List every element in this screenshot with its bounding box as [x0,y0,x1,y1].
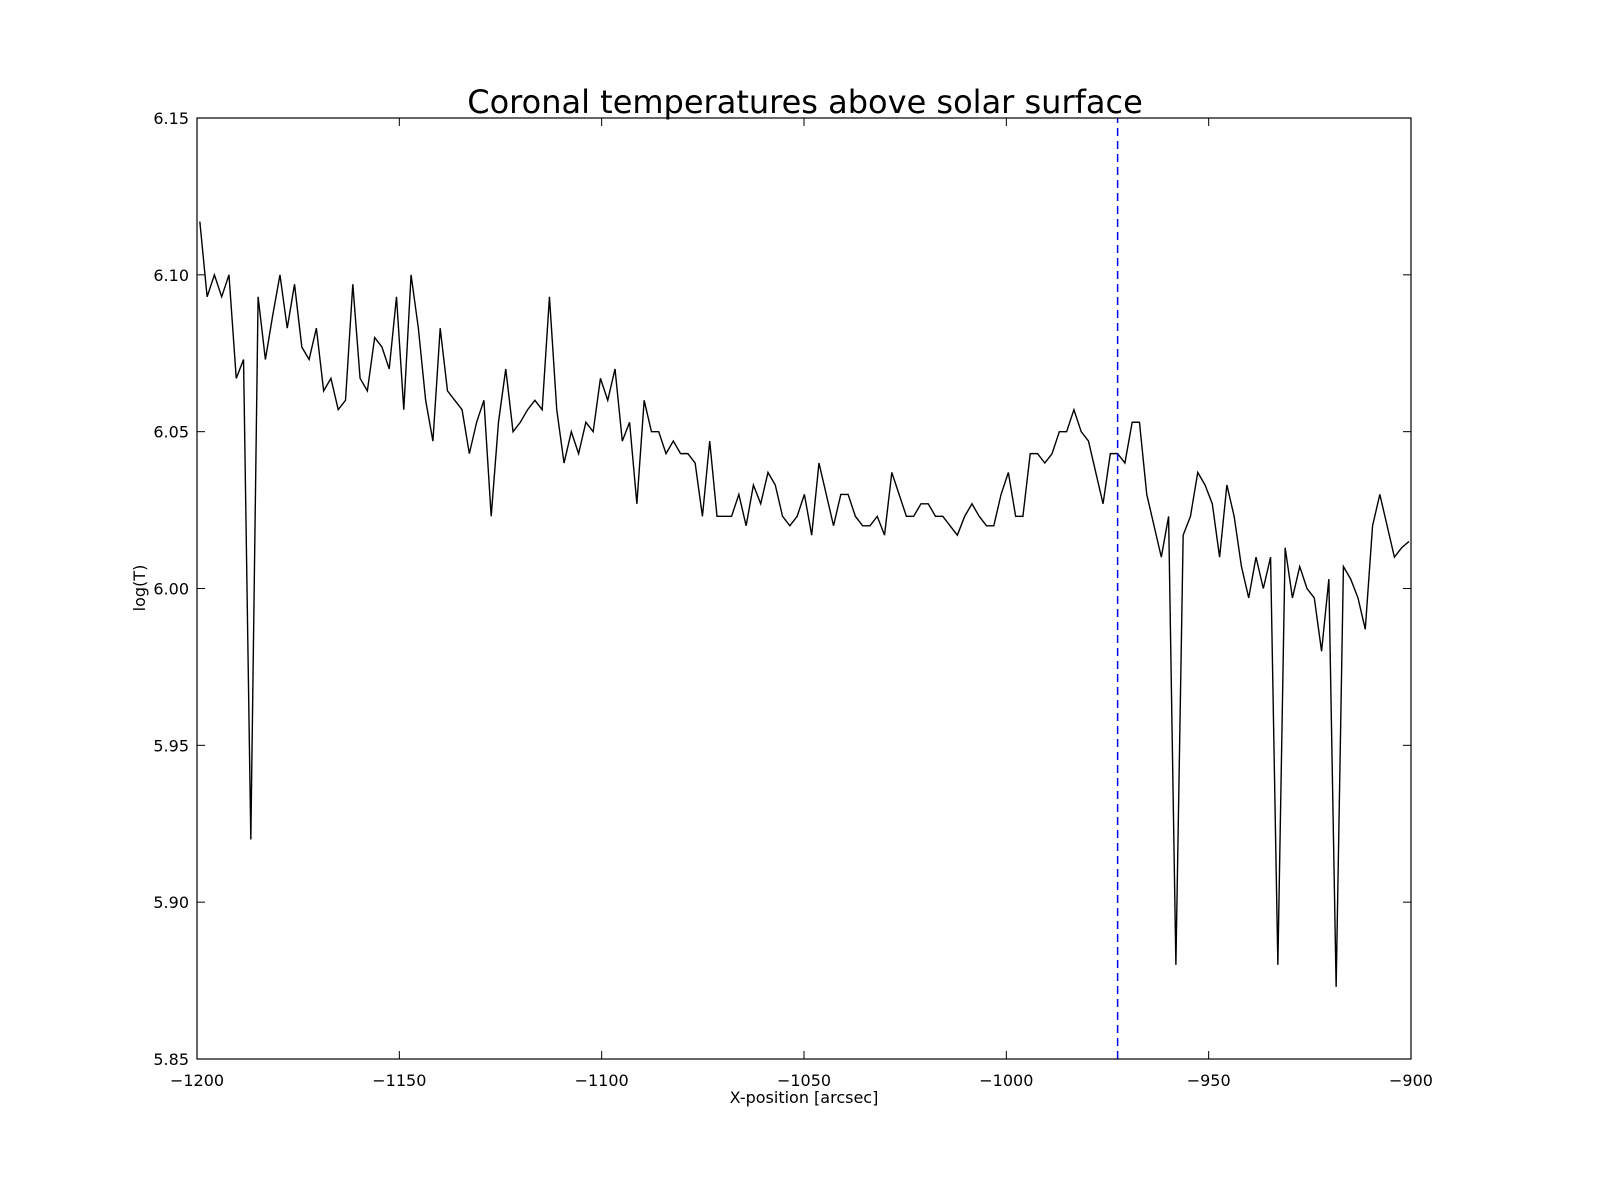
y-tick-label: 5.90 [153,893,189,912]
x-tick-label: −1050 [777,1071,831,1090]
chart-title: Coronal temperatures above solar surface [467,83,1143,121]
x-tick-label: −950 [1187,1071,1231,1090]
y-tick-label: 6.05 [153,423,189,442]
x-tick-label: −1150 [372,1071,426,1090]
plot-area [199,118,1410,1059]
x-tick-label: −1000 [979,1071,1033,1090]
y-tick-label: 5.95 [153,736,189,755]
x-tick-label: −1200 [170,1071,224,1090]
x-axis-ticks: −1200 −1150 −1100 −1050 −1000 −950 −900 [170,118,1433,1090]
y-axis-ticks: 5.85 5.90 5.95 6.00 6.05 6.10 6.15 [153,109,1411,1069]
x-tick-label: −900 [1389,1071,1433,1090]
y-tick-label: 6.00 [153,580,189,599]
y-axis-label: log(T) [130,565,149,612]
axes-frame [196,117,1412,1060]
x-tick-label: −1100 [575,1071,629,1090]
y-tick-label: 5.85 [153,1050,189,1069]
series-line [199,221,1410,987]
y-tick-label: 6.10 [153,266,189,285]
y-tick-label: 6.15 [153,109,189,128]
x-axis-label: X-position [arcsec] [730,1088,879,1107]
